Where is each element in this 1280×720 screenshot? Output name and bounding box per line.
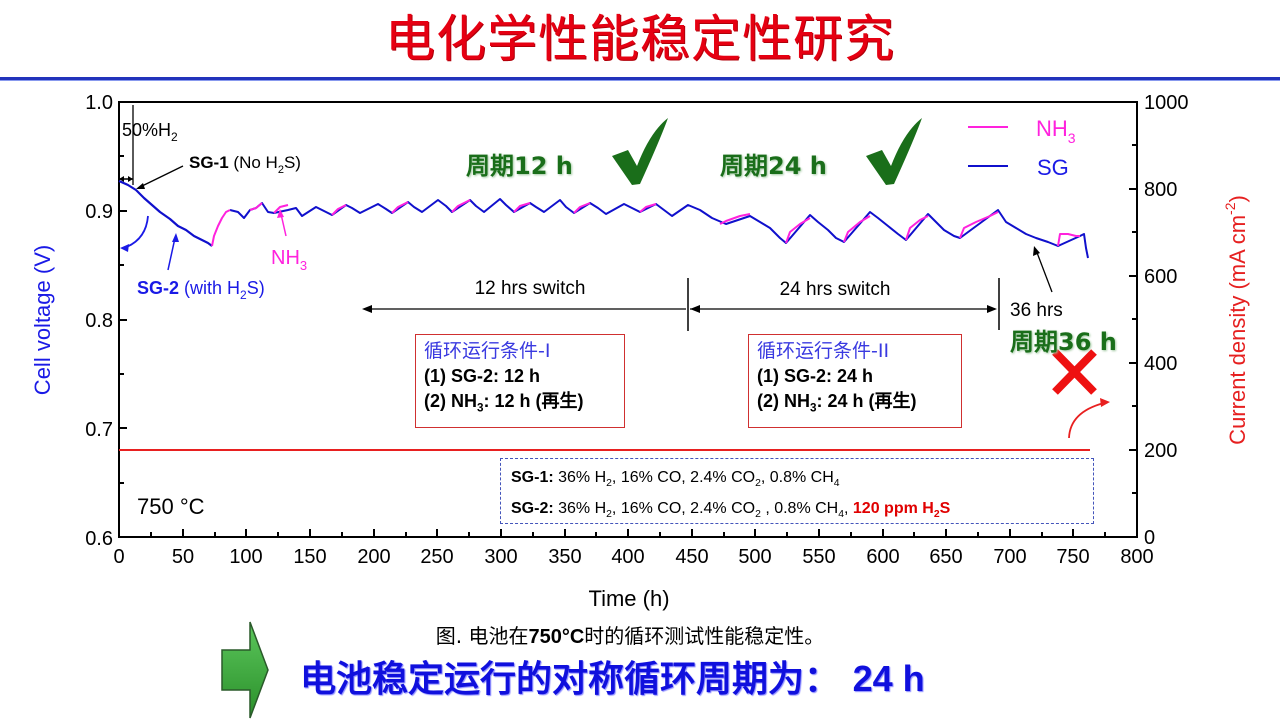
sg-initial-decay xyxy=(118,179,213,247)
svg-text:0.8: 0.8 xyxy=(85,310,113,332)
cycle-24h-label: 周期24 h xyxy=(720,152,827,180)
svg-text:400: 400 xyxy=(1144,353,1177,375)
left-tick-labels: 1.0 0.9 0.8 0.7 0.6 xyxy=(85,92,113,550)
switch24-label: 24 hrs switch xyxy=(780,279,891,300)
svg-text:200: 200 xyxy=(357,546,390,568)
svg-text:650: 650 xyxy=(929,546,962,568)
svg-text:1.0: 1.0 xyxy=(85,92,113,114)
conclusion-text: 电池稳定运行的对称循环周期为： 24 h xyxy=(300,658,925,700)
svg-text:0: 0 xyxy=(1144,527,1155,549)
nh3-annotation: NH3 xyxy=(271,247,307,273)
sg2-pointer xyxy=(167,237,176,271)
cycle-36h-label: 周期36 h xyxy=(1010,328,1117,356)
legend-nh3-label: NH3 xyxy=(1036,116,1076,146)
cycle-12h-label: 周期12 h xyxy=(466,152,573,180)
svg-text:1000: 1000 xyxy=(1144,92,1189,114)
curved-arrow-icon xyxy=(123,215,149,249)
svg-text:0: 0 xyxy=(113,546,124,568)
legend-sg-label: SG xyxy=(1037,155,1069,180)
left-axis-ticks xyxy=(119,101,127,484)
right-axis-ticks xyxy=(1129,101,1137,494)
h2-50-label: 50%H2 xyxy=(122,120,178,144)
svg-text:750: 750 xyxy=(1056,546,1089,568)
svg-text:300: 300 xyxy=(484,546,517,568)
svg-text:100: 100 xyxy=(229,546,262,568)
svg-text:600: 600 xyxy=(1144,266,1177,288)
condition-box-1: 循环运行条件-I (1) SG-2: 12 h (2) NH3: 12 h (再… xyxy=(415,334,625,428)
right-tick-labels: 1000 800 600 400 200 0 xyxy=(1144,92,1189,549)
x-tick-labels: 0 50 100 150 200 250 300 350 400 450 500… xyxy=(113,546,1153,568)
svg-text:600: 600 xyxy=(866,546,899,568)
nh3-sawtooth xyxy=(273,199,1080,247)
svg-text:250: 250 xyxy=(420,546,453,568)
condition-line-nh3: (2) NH3: 12 h (再生) xyxy=(424,391,584,415)
svg-text:800: 800 xyxy=(1144,179,1177,201)
gas-composition-box: SG-1: 36% H2, 16% CO, 2.4% CO2, 0.8% CH4… xyxy=(500,458,1094,524)
nh3-segments xyxy=(249,202,263,211)
svg-text:500: 500 xyxy=(738,546,771,568)
sg1-label: SG-1 (No H2S) xyxy=(189,153,301,176)
sg1-composition: SG-1: 36% H2, 16% CO, 2.4% CO2, 0.8% CH4 xyxy=(511,469,840,490)
hrs36-pointer xyxy=(1035,249,1053,293)
svg-text:400: 400 xyxy=(611,546,644,568)
check-icon-24h xyxy=(866,118,922,185)
sg2-composition: SG-2: 36% H2, 16% CO, 2.4% CO2 , 0.8% CH… xyxy=(511,500,951,521)
svg-text:350: 350 xyxy=(548,546,581,568)
svg-text:0.6: 0.6 xyxy=(85,528,113,550)
svg-text:150: 150 xyxy=(293,546,326,568)
svg-text:550: 550 xyxy=(802,546,835,568)
hrs36-label: 36 hrs xyxy=(1010,300,1063,321)
svg-text:450: 450 xyxy=(675,546,708,568)
green-arrow-icon xyxy=(221,621,269,719)
check-icon-12h xyxy=(612,118,668,185)
svg-text:0.9: 0.9 xyxy=(85,201,113,223)
svg-text:50: 50 xyxy=(172,546,194,568)
switch12-label: 12 hrs switch xyxy=(475,278,586,299)
nh3-pointer xyxy=(280,213,287,237)
cross-icon-36h xyxy=(1052,349,1097,395)
condition-line-nh3: (2) NH3: 24 h (再生) xyxy=(757,391,917,415)
y2-axis-label: Current density (mA cm-2) xyxy=(1222,195,1250,445)
condition-line-sg2: (1) SG-2: 12 h xyxy=(424,366,541,386)
condition-heading: 循环运行条件-I xyxy=(424,340,551,362)
nh3-segments xyxy=(211,209,231,247)
red-curved-arrow-icon xyxy=(1068,402,1105,439)
condition-heading: 循环运行条件-II xyxy=(757,340,890,362)
sg2-label: SG-2 (with H2S) xyxy=(137,278,265,302)
page-title: 电化学性能稳定性研究 xyxy=(385,10,895,68)
svg-text:0.7: 0.7 xyxy=(85,419,113,441)
y-axis-label: Cell voltage (V) xyxy=(30,245,55,395)
title-divider xyxy=(0,77,1280,81)
x-axis-ticks xyxy=(150,529,1106,537)
x-axis-label: Time (h) xyxy=(588,586,669,611)
sg1-pointer xyxy=(137,165,184,189)
svg-text:800: 800 xyxy=(1120,546,1153,568)
svg-text:200: 200 xyxy=(1144,440,1177,462)
sg-segments xyxy=(229,198,1089,259)
temperature-label: 750 °C xyxy=(137,494,205,519)
condition-box-2: 循环运行条件-II (1) SG-2: 24 h (2) NH3: 24 h (… xyxy=(748,334,962,428)
figure-caption: 图. 电池在750°C时的循环测试性能稳定性。 xyxy=(435,624,825,648)
svg-text:700: 700 xyxy=(993,546,1026,568)
condition-line-sg2: (1) SG-2: 24 h xyxy=(757,366,874,386)
